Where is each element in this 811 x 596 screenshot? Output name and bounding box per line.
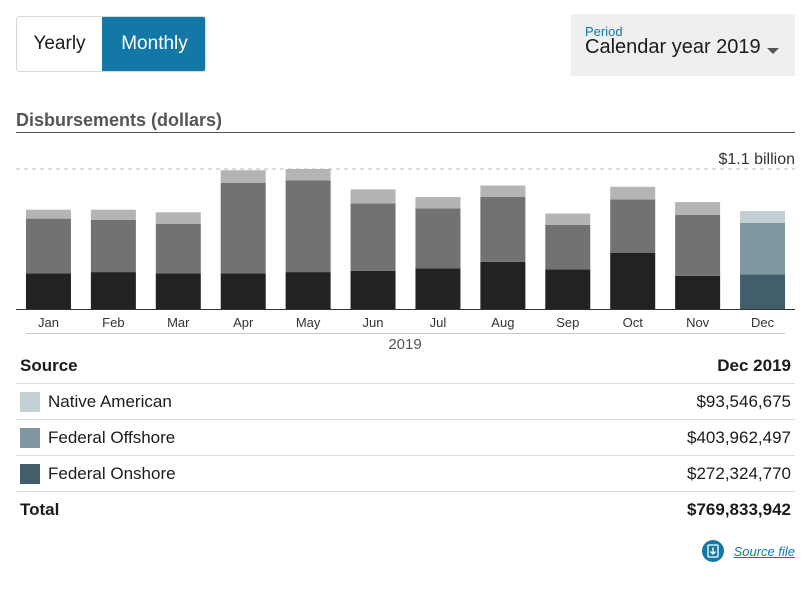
row-value: $272,324,770 [687,463,791,483]
table-row: Federal Onshore $272,324,770 [16,456,795,492]
x-tick-label: May [296,315,321,330]
row-label: Federal Offshore [48,427,176,447]
bar-segment-federal-offshore [610,199,656,253]
x-tick-label: Feb [102,315,124,330]
total-row: Total $769,833,942 [16,492,795,527]
x-tick-label: Oct [623,315,644,330]
x-axis-label: 2019 [388,336,421,350]
bar-segment-federal-onshore [155,273,201,309]
period-value: Calendar year 2019 [585,36,761,58]
row-label: Federal Onshore [48,463,176,483]
row-label: Native American [48,391,172,411]
disbursements-chart: $1.1 billion Jan Feb Mar Apr May Jun Jul Aug Sep O… [16,151,796,350]
source-file-link[interactable]: Source file [701,540,795,562]
bar-segment-native-american [545,213,591,225]
legend-swatch [20,391,40,412]
bar-segment-federal-onshore [25,273,71,309]
bar-segment-federal-onshore [610,253,656,309]
section-divider [16,132,795,133]
bar-segment-federal-offshore [480,197,526,262]
bar-segment-native-american [415,197,461,209]
legend-swatch [20,463,40,484]
bar-segment-federal-onshore [480,261,526,309]
bar-segment-native-american [350,189,396,204]
period-label: Period [585,24,623,39]
source-header: Source [20,355,78,375]
bar-segment-federal-onshore [285,272,331,309]
row-value: $403,962,497 [687,427,791,447]
total-label: Total [20,499,60,519]
bar-segment-native-american [610,186,656,200]
source-table: Source Dec 2019 Native American $93,546,… [16,348,795,527]
bar-segment-federal-offshore [675,214,721,276]
bar-segment-federal-offshore [90,219,136,273]
x-tick-label: Jun [363,315,384,330]
bar-segment-native-american [220,170,266,183]
bar-segment-federal-offshore [25,218,71,274]
bar-segment-federal-onshore [675,275,721,309]
bar-segment-federal-offshore [350,203,396,271]
section-title: Disbursements (dollars) [16,110,223,130]
x-tick-label: Sep [556,315,579,330]
bar-segment-native-american [25,209,71,219]
bar-segment-native-american [90,209,136,220]
chevron-down-icon [767,48,779,54]
bar-segment-native-american [285,169,331,181]
bar-segment-native-american [480,185,526,197]
period-header: Dec 2019 [717,355,791,375]
period-toggle: Yearly Monthly [16,16,206,72]
bar-segment-federal-onshore [545,269,591,309]
bar-segment-native-american [675,202,721,215]
table-header-row: Source Dec 2019 [16,348,795,384]
x-tick-label: Nov [686,315,710,330]
monthly-button[interactable]: Monthly [102,17,205,71]
bar-segment-federal-offshore [740,222,786,275]
x-tick-label: Mar [167,315,190,330]
max-value-label: $1.1 billion [719,151,796,168]
row-value: $93,546,675 [696,391,791,411]
x-tick-label: Apr [233,315,254,330]
table-row: Federal Offshore $403,962,497 [16,420,795,456]
bar-segment-federal-onshore [740,274,786,309]
bar-segment-native-american [740,211,786,223]
bar-segment-federal-offshore [415,208,461,269]
bar-segment-federal-onshore [350,270,396,309]
download-icon [701,540,724,562]
bar-segment-federal-offshore [155,223,201,274]
bar-segment-federal-onshore [220,273,266,309]
source-file-label: Source file [733,543,795,559]
bar-segment-federal-offshore [285,180,331,273]
yearly-button[interactable]: Yearly [17,17,102,71]
legend-swatch [20,427,40,448]
x-tick-label: Aug [491,315,514,330]
total-value: $769,833,942 [687,499,791,519]
bar-segment-native-american [155,212,201,224]
x-tick-label: Jul [430,315,447,330]
bar-segment-federal-offshore [220,183,266,274]
bar-segment-federal-offshore [545,225,591,270]
x-tick-label: Dec [751,315,775,330]
x-tick-label: Jan [38,315,59,330]
table-row: Native American $93,546,675 [16,384,795,420]
bar-segment-federal-onshore [90,272,136,309]
bar-segment-federal-onshore [415,268,461,309]
period-select[interactable]: Period Calendar year 2019 [571,14,795,76]
